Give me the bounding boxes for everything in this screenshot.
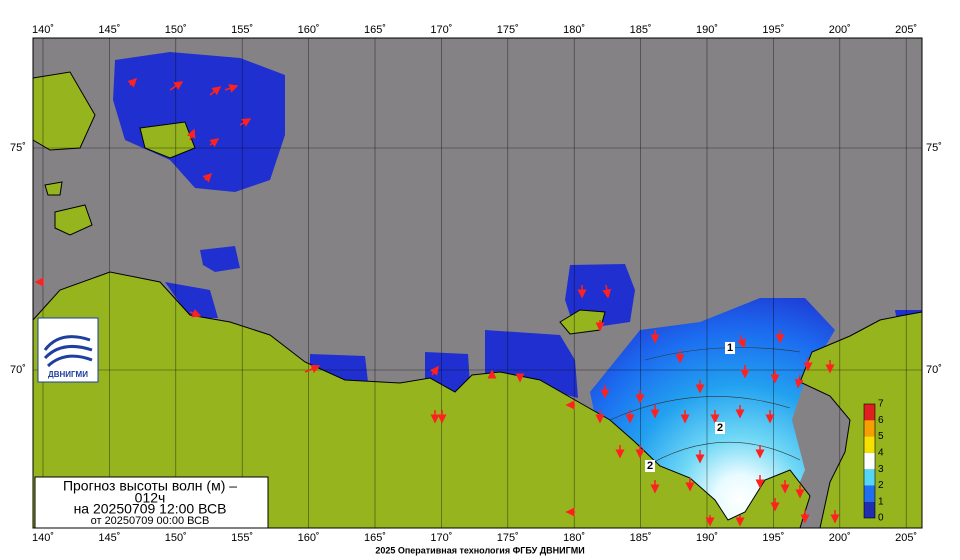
wave-arrow (602, 284, 612, 299)
wave-arrow (202, 172, 213, 183)
island (44, 181, 63, 196)
colorbar-label: 2 (878, 480, 884, 491)
lon-label: 140˚ (32, 532, 54, 544)
lon-label: 175˚ (497, 24, 519, 36)
wave-arrow (187, 128, 196, 141)
contour-label: 2 (717, 422, 723, 434)
wave-arrow (224, 84, 239, 93)
lon-label: 155˚ (231, 532, 253, 544)
lat-label: 70˚ (926, 364, 942, 376)
wave-arrow (209, 138, 220, 148)
contour-label-box (725, 342, 735, 354)
contour-label-box (645, 460, 655, 472)
island (559, 309, 606, 335)
lon-label: 160˚ (298, 532, 320, 544)
wave-area (485, 330, 578, 398)
lon-label: 200˚ (829, 24, 851, 36)
title-box: Прогноз высоты волн (м) – 012ч на 202507… (34, 476, 269, 529)
colorbar-label: 6 (878, 415, 884, 426)
island (139, 121, 196, 159)
logo-text: ДВНИГМИ (48, 370, 88, 379)
colorbar-segment (864, 404, 875, 421)
lon-label: 165˚ (364, 24, 386, 36)
lon-label: 175˚ (497, 532, 519, 544)
colorbar-label: 0 (878, 513, 884, 524)
lon-label: 160˚ (298, 24, 320, 36)
lon-label: 180˚ (563, 532, 585, 544)
title-line: Прогноз высоты волн (м) – (63, 478, 237, 494)
wave-arrow (239, 118, 252, 127)
colorbar-segment (864, 420, 875, 437)
title-line: на 20250709 12:00 ВСВ (74, 501, 227, 517)
wave-arrows (34, 77, 840, 527)
wave-arrow (429, 365, 439, 376)
colorbar-segment (864, 436, 875, 453)
wave-area (165, 282, 218, 318)
colorbar-segment (864, 485, 875, 502)
colorbar-label: 5 (878, 431, 884, 442)
lon-label: 185˚ (630, 532, 652, 544)
lon-label: 145˚ (98, 24, 120, 36)
wave-arrow (127, 77, 138, 88)
wave-arrow (794, 374, 804, 389)
contour (609, 396, 791, 421)
colorbar-label: 7 (878, 399, 884, 410)
lon-label: 165˚ (364, 532, 386, 544)
contour (639, 441, 801, 471)
lon-label: 205˚ (895, 24, 917, 36)
island (54, 204, 93, 236)
contour (644, 347, 801, 361)
colorbar: 0 1 2 3 4 5 6 7 (863, 399, 884, 524)
lon-label: 205˚ (895, 532, 917, 544)
colorbar-label: 1 (878, 496, 884, 507)
lon-label: 145˚ (98, 532, 120, 544)
lon-label: 190˚ (696, 532, 718, 544)
lon-label: 200˚ (829, 532, 851, 544)
title-line: 012ч (135, 490, 166, 506)
colorbar-label: 4 (878, 447, 884, 458)
lon-label: 190˚ (696, 24, 718, 36)
wave-arrow (169, 81, 184, 91)
lat-label: 75˚ (926, 142, 942, 154)
contour-label-box (715, 422, 725, 434)
lon-label: 150˚ (165, 24, 187, 36)
lon-label: 180˚ (563, 24, 585, 36)
land (32, 271, 811, 529)
colorbar-segment (864, 469, 875, 486)
title-line: от 20250709 00:00 ВСВ (91, 515, 210, 527)
wave-arrow (209, 86, 222, 96)
logo-waves (43, 335, 93, 368)
lat-label: 70˚ (10, 364, 26, 376)
colorbar-label: 3 (878, 464, 884, 475)
lon-label: 185˚ (630, 24, 652, 36)
title-background (34, 476, 269, 529)
lon-label: 195˚ (762, 24, 784, 36)
wave-arrow (737, 334, 746, 349)
map (32, 37, 923, 529)
wave-arrow (304, 364, 321, 374)
footer: 2025 Оперативная технология ФГБУ ДВНИГМИ (375, 545, 584, 555)
lat-label: 75˚ (10, 142, 26, 154)
lon-label: 170˚ (430, 24, 452, 36)
colorbar-segment (864, 501, 875, 518)
colorbar-segment (864, 452, 875, 470)
lon-label: 140˚ (32, 24, 54, 36)
lon-label: 170˚ (430, 532, 452, 544)
wave-arrow (189, 309, 202, 318)
lon-label: 150˚ (165, 532, 187, 544)
lon-label: 195˚ (762, 532, 784, 544)
wave-area (200, 246, 240, 272)
contour-label: 2 (647, 460, 653, 472)
contour-label: 1 (727, 342, 733, 354)
map-frame (32, 37, 923, 529)
colorbar-frame (863, 403, 876, 519)
logo: ДВНИГМИ (37, 317, 99, 383)
lon-label: 155˚ (231, 24, 253, 36)
